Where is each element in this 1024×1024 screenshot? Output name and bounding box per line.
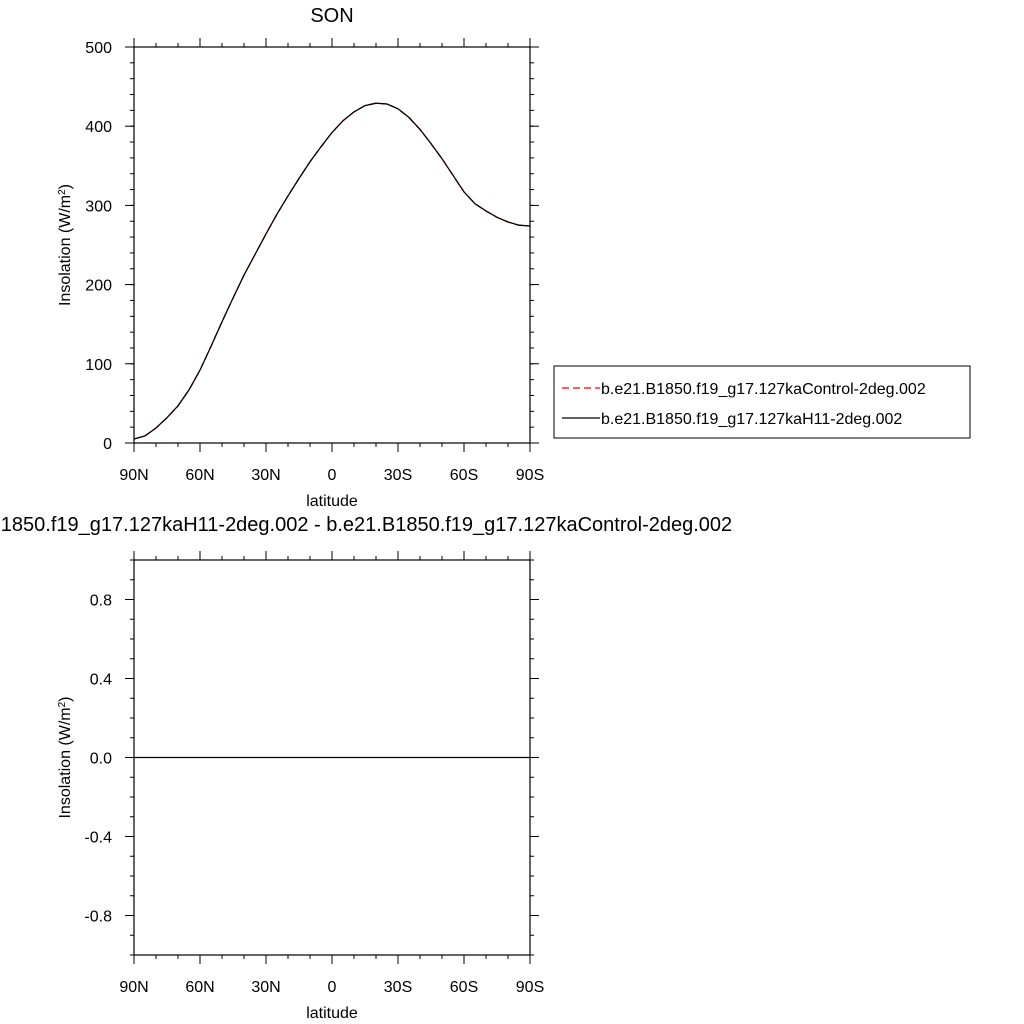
x-tick-label: 90S bbox=[516, 979, 544, 996]
chart-title: b.e21.B1850.f19_g17.127kaH11-2deg.002 - … bbox=[0, 514, 732, 536]
x-tick-label: 30N bbox=[251, 979, 280, 996]
y-tick-label: 0 bbox=[103, 436, 112, 453]
chart-panel-2: b.e21.B1850.f19_g17.127kaH11-2deg.002 - … bbox=[0, 514, 732, 1022]
x-tick-label: 60N bbox=[185, 467, 214, 484]
y-tick-label: 400 bbox=[85, 119, 112, 136]
y-tick-label: 0.4 bbox=[90, 672, 112, 689]
x-tick-label: 90N bbox=[119, 467, 148, 484]
x-tick-label: 0 bbox=[328, 467, 337, 484]
y-axis-label: Insolation (W/m2) bbox=[57, 696, 75, 818]
series-line-2 bbox=[133, 102, 531, 440]
y-tick-label: -0.4 bbox=[84, 830, 112, 847]
y-tick-label: 200 bbox=[85, 278, 112, 295]
legend-box bbox=[553, 365, 971, 439]
y-tick-label: 0.8 bbox=[90, 593, 112, 610]
y-tick-label: 0.0 bbox=[90, 751, 112, 768]
x-tick-label: 90S bbox=[516, 467, 544, 484]
y-axis-label: Insolation (W/m2) bbox=[57, 184, 75, 306]
chart-title: SON bbox=[310, 5, 353, 27]
x-tick-label: 30N bbox=[251, 467, 280, 484]
chart-panel-1: SON 90N 60N 30N 0 30S 60S 90S 0 100 200 300 400 500 la… bbox=[57, 5, 971, 510]
x-axis-label: latitude bbox=[306, 493, 358, 510]
x-tick-label: 30S bbox=[384, 467, 412, 484]
x-tick-label: 60S bbox=[450, 979, 478, 996]
x-tick-label: 0 bbox=[328, 979, 337, 996]
legend-label: b.e21.B1850.f19_g17.127kaControl-2deg.00… bbox=[601, 381, 926, 398]
x-tick-label: 60N bbox=[185, 979, 214, 996]
x-tick-label: 60S bbox=[450, 467, 478, 484]
y-tick-label: -0.8 bbox=[84, 909, 112, 926]
x-tick-label: 90N bbox=[119, 979, 148, 996]
y-tick-label: 300 bbox=[85, 198, 112, 215]
y-tick-label: 500 bbox=[85, 40, 112, 57]
y-tick-label: 100 bbox=[85, 357, 112, 374]
x-tick-label: 30S bbox=[384, 979, 412, 996]
x-axis-label: latitude bbox=[306, 1005, 358, 1022]
legend-label: b.e21.B1850.f19_g17.127kaH11-2deg.002 bbox=[601, 411, 902, 428]
